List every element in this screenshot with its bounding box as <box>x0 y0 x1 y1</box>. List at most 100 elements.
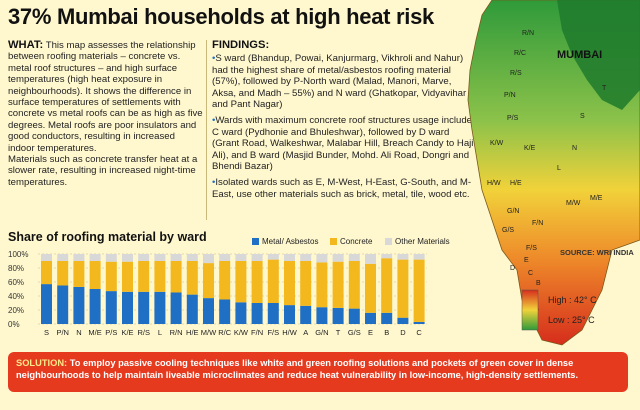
bar-R/N-2 <box>170 254 182 261</box>
bar-M/W-2 <box>203 254 214 264</box>
x-tick-label: K/E <box>121 328 133 337</box>
roofing-chart: Metal/ Asbestos Concrete Other Materials 10… <box>8 237 450 337</box>
city-label: MUMBAI <box>557 49 602 61</box>
bar-H/E-1 <box>186 261 198 295</box>
bar-C-1 <box>413 259 425 322</box>
bar-P/N-2 <box>57 254 69 261</box>
bar-D-1 <box>397 259 409 318</box>
ward-label: F/N <box>532 220 543 227</box>
x-tick-label: F/S <box>267 328 279 337</box>
bar-G/S-0 <box>348 308 360 324</box>
bar-K/E-1 <box>122 261 133 292</box>
legend-swatch-1 <box>330 238 337 245</box>
ward-label: K/E <box>524 145 536 152</box>
legend-label-1: Concrete <box>340 237 373 246</box>
bar-N-0 <box>73 286 85 324</box>
x-tick-label: C <box>416 328 422 337</box>
ward-label: S <box>580 113 585 120</box>
findings-label: FINDINGS: <box>212 39 270 51</box>
bar-F/S-1 <box>267 259 279 303</box>
y-tick-label: 80% <box>8 264 24 273</box>
x-tick-label: B <box>384 328 389 337</box>
bar-E-1 <box>365 263 376 313</box>
bar-P/N-0 <box>57 285 69 324</box>
bar-F/S-2 <box>267 254 279 260</box>
x-tick-label: M/W <box>201 328 217 337</box>
y-tick-label: 20% <box>8 306 24 315</box>
legend-swatch-2 <box>385 238 392 245</box>
ward-label: E <box>524 257 529 264</box>
bar-P/N-1 <box>57 261 69 286</box>
y-tick-label: 100% <box>8 250 28 259</box>
bar-L-2 <box>154 254 166 261</box>
ward-label: F/S <box>526 245 537 252</box>
bar-G/N-2 <box>316 254 328 263</box>
x-tick-label: H/E <box>186 328 199 337</box>
y-tick-label: 40% <box>8 292 24 301</box>
bar-R/S-1 <box>138 261 150 292</box>
ward-label: R/S <box>510 70 522 77</box>
bar-R/C-1 <box>219 261 231 300</box>
bar-E-0 <box>365 312 376 324</box>
bar-R/S-0 <box>138 291 150 324</box>
chart-title: Share of roofing material by ward <box>8 230 207 244</box>
legend-low: Low : 25° C <box>548 315 595 325</box>
legend-high: High : 42° C <box>548 295 597 305</box>
bar-R/C-0 <box>219 299 231 324</box>
ward-label: G/N <box>507 208 519 215</box>
what-label: WHAT: <box>8 39 44 51</box>
ward-label: D <box>510 265 515 272</box>
what-section: WHAT: This map assesses the relationship… <box>8 39 204 188</box>
ward-label: T <box>602 85 607 92</box>
bar-F/S-0 <box>267 303 279 324</box>
x-tick-label: P/N <box>56 328 69 337</box>
ward-label: M/W <box>566 200 581 207</box>
bar-M/W-1 <box>203 263 214 299</box>
map-legend: High : 42° C Low : 25° C <box>530 295 597 325</box>
bar-S-1 <box>41 261 52 285</box>
bar-K/W-2 <box>235 254 247 261</box>
x-tick-label: R/C <box>218 328 232 337</box>
ward-label: B <box>536 280 541 287</box>
ward-label: P/N <box>504 92 516 99</box>
what-body: This map assesses the relationship betwe… <box>8 40 203 154</box>
bar-K/W-0 <box>235 302 247 324</box>
bar-A-2 <box>300 254 312 261</box>
bar-K/E-0 <box>122 291 133 324</box>
solution-box: SOLUTION: To employ passive cooling tech… <box>8 352 628 392</box>
bar-C-2 <box>413 254 425 260</box>
bar-S-2 <box>41 254 52 261</box>
bar-N-2 <box>73 254 85 261</box>
x-tick-label: R/N <box>170 328 183 337</box>
bar-K/E-2 <box>122 254 133 262</box>
ward-label: R/N <box>522 30 534 37</box>
forest-area <box>557 0 640 110</box>
bar-G/S-1 <box>348 261 360 309</box>
x-tick-label: H/W <box>282 328 298 337</box>
bar-H/W-0 <box>284 305 295 324</box>
finding-text: Wards with maximum concrete roof structu… <box>212 115 474 173</box>
bar-R/N-0 <box>170 292 182 324</box>
bar-B-2 <box>381 254 393 259</box>
bar-B-0 <box>381 312 393 324</box>
ward-label: R/C <box>514 50 526 57</box>
solution-text: To employ passive cooling techniques lik… <box>16 358 579 380</box>
finding-text: Isolated wards such as E, M-West, H-East… <box>212 177 472 200</box>
bar-H/W-1 <box>284 261 295 306</box>
x-tick-label: F/N <box>251 328 263 337</box>
bar-E-2 <box>365 254 376 264</box>
x-tick-label: T <box>336 328 341 337</box>
bullet-icon: • <box>212 53 216 65</box>
bar-N-1 <box>73 261 85 287</box>
x-tick-label: G/N <box>315 328 328 337</box>
ward-label: M/E <box>590 195 603 202</box>
bar-F/N-2 <box>251 254 263 261</box>
bar-M/E-2 <box>89 254 101 261</box>
findings-section: FINDINGS: •S ward (Bhandup, Powai, Kanju… <box>212 39 474 205</box>
x-tick-label: P/S <box>105 328 117 337</box>
finding-item: •Wards with maximum concrete roof struct… <box>212 115 474 172</box>
finding-item: •Isolated wards such as E, M-West, H-Eas… <box>212 177 474 200</box>
legend-swatch-0 <box>252 238 259 245</box>
ward-label: H/E <box>510 180 522 187</box>
